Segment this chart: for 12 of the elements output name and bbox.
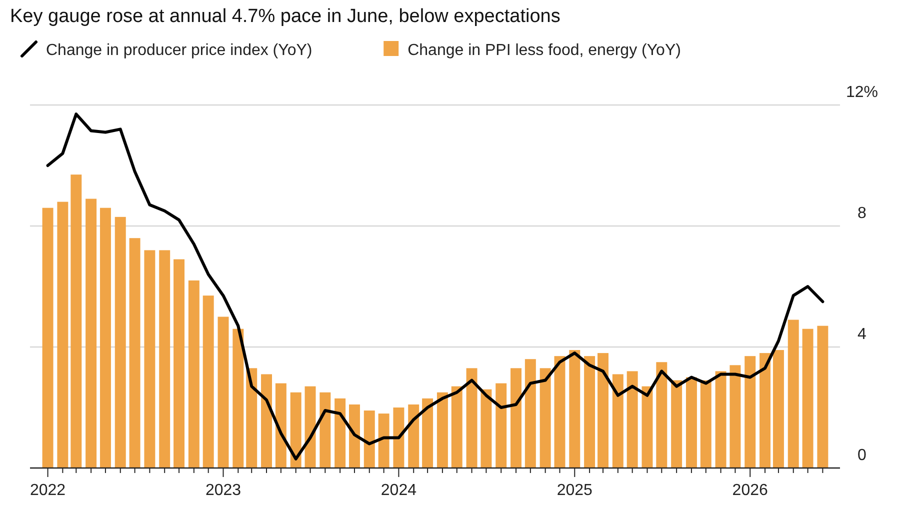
x-tick-label: 2026 bbox=[732, 482, 768, 499]
x-tick-label: 2022 bbox=[30, 482, 66, 499]
x-tick-label: 2024 bbox=[380, 482, 417, 499]
y-tick-label: 8 bbox=[858, 205, 867, 222]
x-tick-label: 2025 bbox=[556, 482, 593, 499]
chart-title: Key gauge rose at annual 4.7% pace in June, below expectations bbox=[10, 6, 560, 27]
x-tick-label: 2023 bbox=[205, 482, 242, 499]
legend-label: Change in producer price index (YoY) bbox=[46, 42, 312, 59]
y-tick-label: 12% bbox=[846, 84, 878, 101]
legend-label: Change in PPI less food, energy (YoY) bbox=[408, 42, 681, 59]
y-tick-label: 4 bbox=[858, 326, 867, 343]
y-tick-label: 0 bbox=[858, 447, 867, 464]
